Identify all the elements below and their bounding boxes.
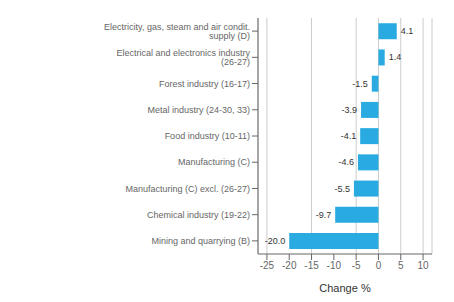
svg-text:-3.9: -3.9 <box>342 105 358 115</box>
svg-text:-4.6: -4.6 <box>338 157 354 167</box>
svg-text:Chemical industry (19-22): Chemical industry (19-22) <box>147 210 250 220</box>
svg-text:0: 0 <box>376 260 382 271</box>
svg-text:-15: -15 <box>304 260 319 271</box>
svg-text:Electrical and electronics ind: Electrical and electronics industry(26-2… <box>116 48 250 67</box>
svg-text:-20.0: -20.0 <box>265 236 286 246</box>
svg-text:Manufacturing (C): Manufacturing (C) <box>178 157 250 167</box>
svg-text:-25: -25 <box>260 260 275 271</box>
svg-text:Manufacturing (C) excl. (26-27: Manufacturing (C) excl. (26-27) <box>125 184 250 194</box>
svg-text:4.1: 4.1 <box>401 26 414 36</box>
svg-text:-5.5: -5.5 <box>334 184 350 194</box>
svg-text:Metal industry (24-30, 33): Metal industry (24-30, 33) <box>147 105 250 115</box>
svg-text:-5: -5 <box>352 260 361 271</box>
svg-text:-4.1: -4.1 <box>341 131 357 141</box>
svg-text:5: 5 <box>398 260 404 271</box>
svg-text:Electricity, gas, steam and ai: Electricity, gas, steam and air condit.s… <box>104 22 250 41</box>
svg-text:10: 10 <box>418 260 430 271</box>
svg-text:Change %: Change % <box>319 282 371 294</box>
svg-text:Forest industry (16-17): Forest industry (16-17) <box>159 79 250 89</box>
svg-text:Food industry (10-11): Food industry (10-11) <box>165 131 250 141</box>
svg-text:-9.7: -9.7 <box>316 210 332 220</box>
svg-text:-10: -10 <box>327 260 342 271</box>
svg-text:-1.5: -1.5 <box>352 79 368 89</box>
svg-text:1.4: 1.4 <box>389 52 402 62</box>
svg-text:Mining and quarrying (B): Mining and quarrying (B) <box>151 236 250 246</box>
svg-text:-20: -20 <box>282 260 297 271</box>
